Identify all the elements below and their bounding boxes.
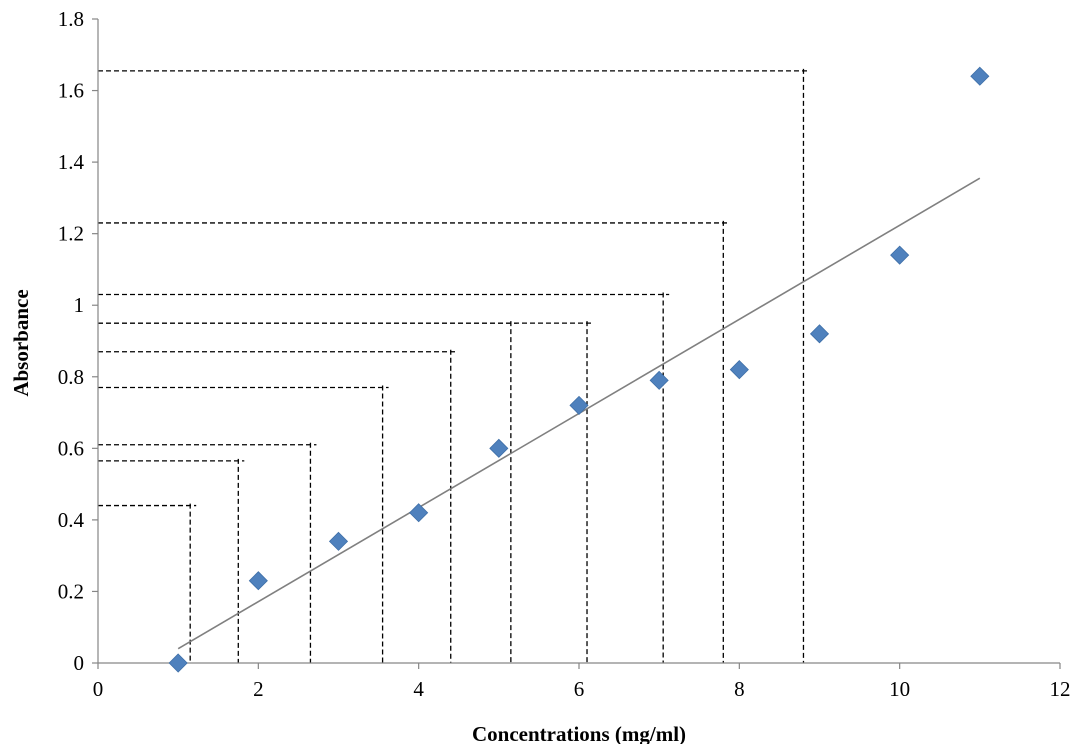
reference-line xyxy=(98,385,389,663)
y-axis-title: Absorbance xyxy=(9,289,33,396)
reference-line xyxy=(98,349,457,663)
x-tick-label: 10 xyxy=(889,677,910,701)
data-point xyxy=(248,571,268,591)
y-tick-label: 0.6 xyxy=(58,436,84,460)
y-tick-label: 1.8 xyxy=(58,7,84,31)
reference-line xyxy=(98,458,245,663)
data-point xyxy=(168,653,188,673)
reference-line xyxy=(98,220,730,663)
data-point xyxy=(970,66,990,86)
data-point xyxy=(569,395,589,415)
x-tick-label: 6 xyxy=(574,677,585,701)
data-point xyxy=(649,370,669,390)
x-tick-label: 2 xyxy=(253,677,264,701)
y-tick-label: 1 xyxy=(74,293,85,317)
y-tick-label: 1.6 xyxy=(58,79,84,103)
data-point xyxy=(809,324,830,344)
reference-lines xyxy=(98,68,810,663)
data-point xyxy=(890,245,910,265)
x-axis-title: Concentrations (mg/ml) xyxy=(472,722,686,744)
reference-line xyxy=(98,321,594,663)
axes xyxy=(97,19,1060,664)
x-tick-label: 8 xyxy=(734,677,745,701)
x-tick-label: 12 xyxy=(1050,677,1071,701)
y-tick-label: 0 xyxy=(74,651,85,675)
data-points xyxy=(168,66,990,673)
y-tick-label: 0.4 xyxy=(58,508,85,532)
y-tick-label: 1.4 xyxy=(58,150,85,174)
reference-line xyxy=(98,292,670,663)
y-tick-group: 0 0.2 0.4 0.6 0.8 1 1.2 1.4 1.6 1.8 xyxy=(58,7,98,675)
y-tick-label: 1.2 xyxy=(58,222,84,246)
reference-line xyxy=(98,503,197,663)
y-tick-label: 0.2 xyxy=(58,579,84,603)
data-point xyxy=(409,503,429,523)
y-tick-label: 0.8 xyxy=(58,365,84,389)
x-tick-label: 4 xyxy=(413,677,424,701)
x-tick-group: 0 2 4 6 8 10 12 xyxy=(93,663,1071,701)
data-point xyxy=(729,360,749,380)
reference-line xyxy=(98,68,810,663)
reference-line xyxy=(98,321,517,663)
reference-line xyxy=(98,442,317,663)
data-point xyxy=(328,531,349,551)
data-point xyxy=(489,438,509,458)
x-tick-label: 0 xyxy=(93,677,104,701)
